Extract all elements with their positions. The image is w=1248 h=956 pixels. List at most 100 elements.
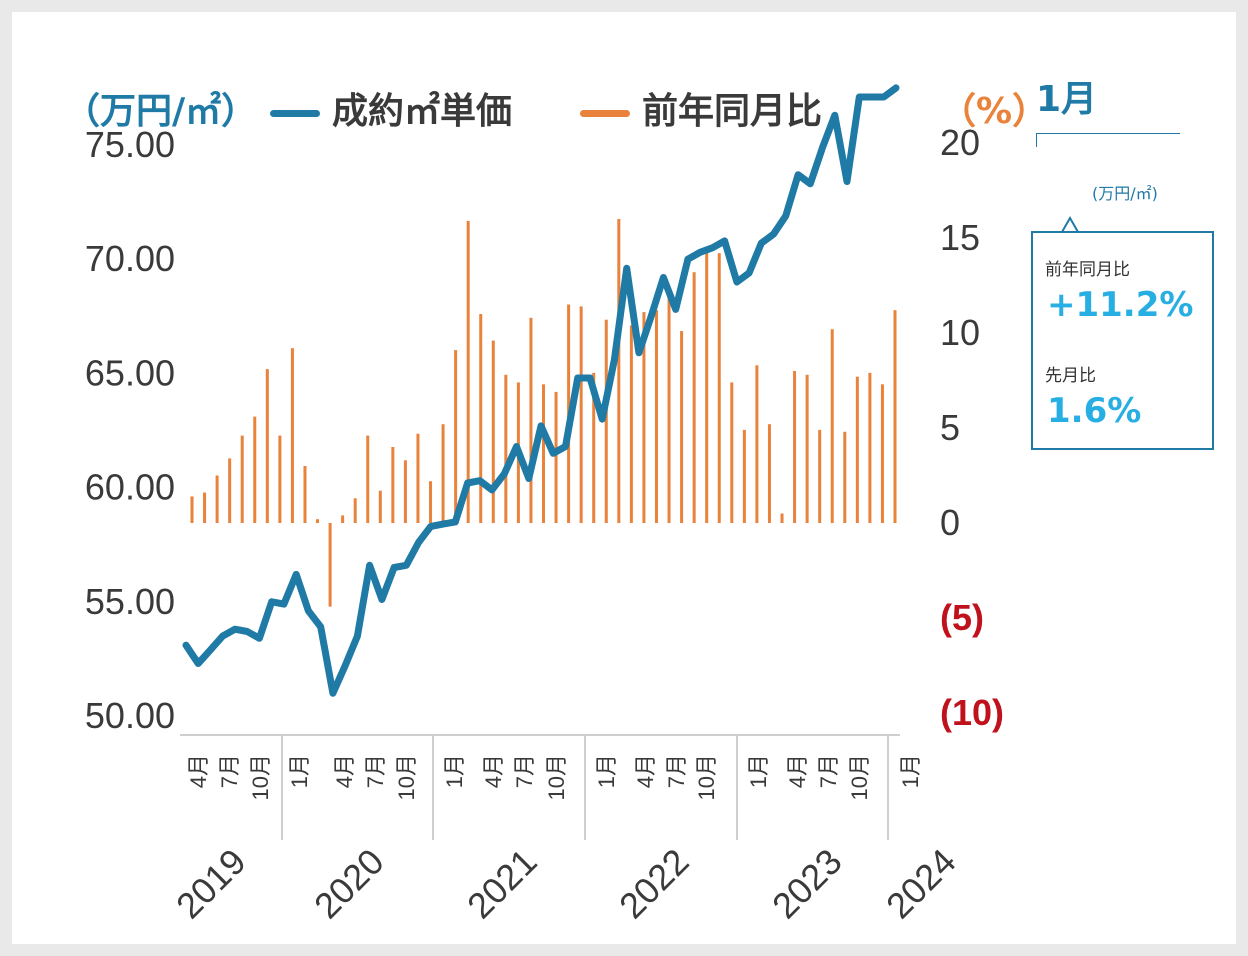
yoy-bar [604, 319, 608, 523]
yoy-bar [579, 306, 583, 523]
yoy-bar [667, 295, 671, 523]
yoy-bar [504, 374, 508, 523]
left-tick-label: 50.00 [85, 695, 175, 736]
month-tick-label: 4月 [186, 754, 211, 788]
left-tick-label: 55.00 [85, 581, 175, 622]
month-tick-label: 7月 [664, 754, 689, 788]
yoy-bar [290, 348, 294, 523]
yoy-bar [529, 317, 533, 523]
yoy-bar [767, 424, 771, 523]
legend-line-item: 成約㎡単価 [270, 82, 512, 134]
yoy-bar [240, 435, 244, 523]
month-tick-label: 7月 [363, 754, 388, 788]
right-tick-label: (10) [940, 692, 1004, 733]
right-tick-label: 0 [940, 502, 960, 543]
yoy-bar [479, 314, 483, 523]
year-tick-label: 2020 [306, 841, 392, 927]
month-tick-label: 7月 [217, 754, 242, 788]
info-yoy-value: +11.2% [1047, 285, 1194, 325]
month-tick-label: 10月 [847, 754, 872, 800]
yoy-bar [617, 219, 621, 523]
info-tooltip: 前年同月比 +11.2% 先月比 1.6% [1031, 231, 1214, 450]
month-tick-label: 1月 [442, 754, 467, 788]
yoy-bar [353, 498, 357, 523]
yoy-bar [441, 424, 445, 523]
yoy-bar [793, 371, 797, 523]
yoy-bar [592, 372, 596, 523]
chart-svg: 75.00 70.00 65.00 60.00 55.00 50.00 20 15 10 5 0 (5… [85, 84, 1004, 927]
yoy-bar [642, 312, 646, 523]
month-tick-label: 4月 [332, 754, 357, 788]
right-tick-label: (5) [940, 597, 984, 638]
legend-line-label: 成約㎡単価 [332, 91, 513, 132]
yoy-bar [692, 272, 696, 523]
info-month-rule [1036, 133, 1180, 147]
yoy-bar [328, 523, 332, 607]
yoy-bar [253, 416, 257, 523]
month-tick-label: 1月 [898, 754, 923, 788]
right-tick-label: 5 [940, 407, 960, 448]
yoy-bar [742, 429, 746, 523]
month-tick-label: 1月 [594, 754, 619, 788]
month-tick-label: 10月 [694, 754, 719, 800]
legend-bar-swatch [580, 109, 630, 117]
yoy-bar [680, 331, 684, 523]
yoy-bar [265, 369, 269, 523]
yoy-bar [730, 382, 734, 523]
right-tick-label: 20 [940, 122, 980, 163]
yoy-bar [203, 492, 207, 523]
year-tick-label: 2021 [459, 841, 545, 927]
info-mom-value: 1.6% [1047, 391, 1142, 431]
yoy-bar [554, 391, 558, 523]
yoy-bar [893, 310, 897, 523]
month-tick-label: 1月 [746, 754, 771, 788]
yoy-bar [366, 435, 370, 523]
yoy-bar [278, 435, 282, 523]
legend-bar-item: 前年同月比 [580, 82, 822, 134]
info-unit: (万円/㎡) [1092, 184, 1158, 203]
month-tick-label: 1月 [287, 754, 312, 788]
yoy-bar [805, 374, 809, 523]
yoy-bar [830, 329, 834, 523]
month-tick-label: 4月 [633, 754, 658, 788]
yoy-bar [228, 458, 232, 523]
month-tick-label: 7月 [816, 754, 841, 788]
chart-card: 75.00 70.00 65.00 60.00 55.00 50.00 20 15 10 5 0 (5… [12, 12, 1236, 944]
year-tick-label: 2023 [764, 841, 850, 927]
yoy-bar [378, 490, 382, 523]
yoy-bar [855, 376, 859, 523]
price-line [182, 84, 900, 697]
year-tick-label: 2024 [878, 841, 964, 927]
yoy-bar [454, 350, 458, 523]
yoy-bar [190, 496, 194, 523]
left-axis-unit: （万円/㎡） [64, 91, 258, 132]
legend-bar-label: 前年同月比 [642, 91, 823, 132]
yoy-bar [705, 247, 709, 523]
year-tick-label: 2019 [168, 841, 254, 927]
yoy-bar [429, 481, 433, 523]
right-tick-label: 15 [940, 217, 980, 258]
right-tick-label: 10 [940, 312, 980, 353]
info-month: 1月 [1036, 79, 1098, 120]
yoy-bar [654, 310, 658, 523]
legend-line-swatch [270, 109, 320, 117]
yoy-bar [755, 365, 759, 523]
right-axis-unit: （%） [940, 91, 1049, 132]
yoy-bar [780, 513, 784, 523]
left-tick-label: 75.00 [85, 124, 175, 165]
left-tick-label: 65.00 [85, 352, 175, 393]
yoy-bar [843, 431, 847, 523]
yoy-bar [215, 475, 219, 523]
yoy-bar [316, 519, 320, 523]
yoy-bar [491, 340, 495, 523]
left-tick-label: 60.00 [85, 467, 175, 508]
year-tick-label: 2022 [611, 841, 697, 927]
month-tick-label: 7月 [512, 754, 537, 788]
left-tick-label: 70.00 [85, 238, 175, 279]
info-yoy-label: 前年同月比 [1045, 260, 1130, 280]
month-tick-label: 4月 [785, 754, 810, 788]
yoy-bar [303, 466, 307, 523]
yoy-bar [416, 433, 420, 523]
yoy-bar [466, 220, 470, 523]
yoy-bar [341, 515, 345, 523]
